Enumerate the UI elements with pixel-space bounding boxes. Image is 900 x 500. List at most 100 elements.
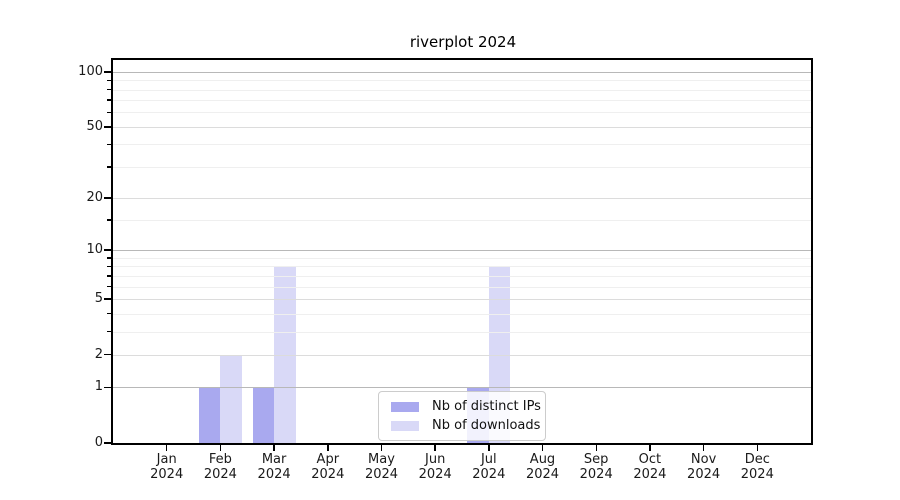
y-minor-tick-40	[107, 143, 111, 146]
x-label-month-Sep: Sep	[583, 452, 609, 467]
gridline-y-100	[113, 71, 811, 73]
y-tick-label-20: 20	[86, 190, 103, 206]
gridline-y-20	[113, 198, 811, 200]
y-minor-tick-4	[107, 312, 111, 315]
gridline-y-6	[113, 286, 811, 288]
x-tick-Mar	[273, 445, 275, 451]
x-label-month-Mar: Mar	[261, 452, 287, 467]
y-minor-tick-90	[107, 79, 111, 81]
bar-nb-of-distinct-ips-Feb	[198, 387, 221, 443]
y-minor-tick-9	[107, 257, 111, 259]
x-tick-Apr	[327, 445, 329, 451]
x-label-year-Jul: 2024	[472, 467, 506, 482]
x-tick-May	[380, 445, 383, 451]
gridline-y-50	[113, 126, 811, 128]
y-tick-label-5: 5	[94, 290, 103, 306]
gridline-y-40	[113, 144, 811, 146]
x-tick-Nov	[702, 445, 705, 451]
x-tick-Feb	[219, 445, 222, 451]
gridline-y-9	[113, 257, 811, 259]
y-minor-tick-7	[107, 275, 111, 277]
legend-item-distinct-ips: Nb of distinct IPs	[387, 397, 541, 416]
x-label-month-Apr: Apr	[316, 452, 340, 467]
x-tick-label-Mar: Mar 2024	[242, 452, 306, 482]
x-tick-label-Aug: Aug 2024	[511, 452, 575, 482]
legend-swatch-downloads-icon	[391, 420, 419, 431]
x-tick-Oct	[649, 445, 651, 451]
y-minor-tick-3	[107, 330, 111, 333]
x-tick-Jun	[434, 445, 436, 451]
y-tick-label-100: 100	[78, 63, 103, 79]
chart-title: riverplot 2024	[409, 33, 517, 51]
x-label-year-Jan: 2024	[150, 467, 184, 482]
gridline-y-15	[113, 220, 811, 221]
y-tick-label-10: 10	[86, 242, 103, 258]
x-label-year-Mar: 2024	[257, 467, 291, 482]
y-tick-1	[104, 386, 111, 388]
y-tick-label-1: 1	[94, 379, 103, 395]
gridline-y-70	[113, 100, 811, 102]
x-label-month-Oct: Oct	[638, 452, 662, 467]
legend: Nb of distinct IPs Nb of downloads	[378, 391, 546, 441]
gridline-y-7	[113, 275, 811, 277]
x-label-year-Dec: 2024	[740, 467, 774, 482]
gridline-y-2	[113, 354, 811, 356]
y-tick-100	[104, 71, 111, 73]
x-label-year-Nov: 2024	[687, 467, 721, 482]
x-label-year-Sep: 2024	[579, 467, 613, 482]
gridline-y-30	[113, 166, 811, 168]
x-tick-label-May: May 2024	[350, 452, 414, 482]
legend-item-downloads: Nb of downloads	[387, 416, 541, 435]
x-tick-Dec	[756, 445, 759, 451]
x-label-month-Dec: Dec	[744, 452, 770, 467]
x-label-month-Feb: Feb	[208, 452, 232, 467]
y-minor-tick-6	[107, 285, 111, 288]
y-tick-2	[104, 353, 111, 356]
x-label-year-Oct: 2024	[633, 467, 667, 482]
gridline-y-1	[113, 387, 811, 389]
y-tick-50	[104, 126, 111, 128]
x-label-month-Jan: Jan	[156, 452, 177, 467]
x-tick-Jul	[488, 445, 490, 451]
x-label-year-Aug: 2024	[525, 467, 560, 482]
x-tick-label-Nov: Nov 2024	[672, 452, 736, 482]
y-tick-label-50: 50	[86, 118, 103, 134]
y-tick-20	[104, 197, 111, 199]
x-label-year-Feb: 2024	[203, 467, 237, 482]
x-tick-label-Oct: Oct 2024	[618, 452, 682, 482]
x-label-month-Jun: Jun	[425, 452, 446, 467]
legend-swatch-distinct-ips-icon	[391, 401, 419, 412]
gridline-y-8	[113, 266, 811, 268]
y-tick-label-2: 2	[94, 346, 103, 362]
gridline-y-80	[113, 89, 811, 91]
x-tick-label-Apr: Apr 2024	[296, 452, 360, 482]
x-label-year-May: 2024	[364, 467, 399, 482]
y-tick-5	[104, 298, 111, 300]
gridline-y-5	[113, 298, 811, 300]
legend-label-distinct-ips: Nb of distinct IPs	[432, 399, 541, 414]
y-minor-tick-70	[107, 99, 111, 101]
x-tick-label-Dec: Dec 2024	[725, 452, 789, 482]
x-label-month-Jul: Jul	[480, 452, 497, 467]
gridline-y-90	[113, 80, 811, 82]
gridline-y-60	[113, 112, 811, 114]
gridline-y-3	[113, 331, 811, 333]
x-label-year-Apr: 2024	[311, 467, 345, 482]
legend-label-downloads: Nb of downloads	[432, 418, 541, 433]
x-label-month-Nov: Nov	[690, 452, 717, 467]
x-tick-Aug	[541, 445, 544, 451]
x-tick-Jan	[165, 445, 168, 451]
y-minor-tick-30	[107, 166, 111, 168]
y-minor-tick-60	[107, 111, 111, 114]
x-tick-label-Feb: Feb 2024	[188, 452, 252, 482]
gridline-y-10	[113, 250, 811, 252]
x-tick-label-Jan: Jan 2024	[135, 452, 199, 482]
x-tick-label-Jun: Jun 2024	[403, 452, 467, 482]
y-minor-tick-15	[107, 219, 111, 221]
x-tick-label-Jul: Jul 2024	[457, 452, 521, 482]
gridline-y-4	[113, 313, 811, 315]
bar-nb-of-downloads-Feb	[220, 354, 242, 443]
bar-nb-of-distinct-ips-Mar	[252, 387, 275, 443]
y-tick-label-0: 0	[94, 435, 103, 450]
